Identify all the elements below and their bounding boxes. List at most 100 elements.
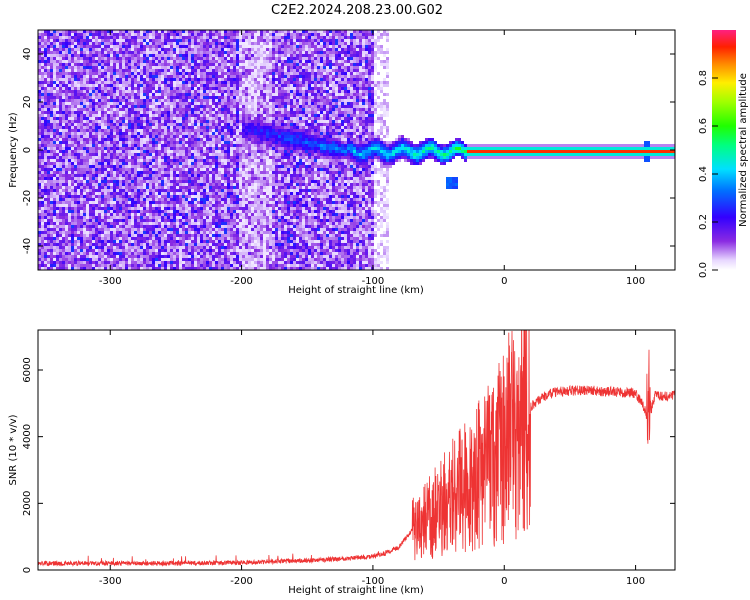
heatmap-cell [197,135,200,138]
heatmap-cell [122,96,125,99]
heatmap-cell [158,210,161,213]
heatmap-cell [194,216,197,219]
heatmap-cell [107,162,110,165]
heatmap-cell [212,75,215,78]
heatmap-cell [119,93,122,96]
heatmap-cell [44,39,47,42]
heatmap-cell [170,126,173,129]
heatmap-cell [119,162,122,165]
heatmap-cell [65,147,68,150]
heatmap-cell [215,126,218,129]
heatmap-cell [170,153,173,156]
heatmap-cell [77,42,80,45]
heatmap-cell [47,51,50,54]
heatmap-cell [128,267,131,270]
heatmap-cell [41,186,44,189]
heatmap-cell [200,54,203,57]
heatmap-cell [185,78,188,81]
heatmap-cell [212,171,215,174]
heatmap-cell [215,258,218,261]
heatmap-cell [68,126,71,129]
heatmap-cell [38,84,41,87]
heatmap-cell [182,156,185,159]
heatmap-cell [125,171,128,174]
heatmap-cell [215,180,218,183]
heatmap-cell [200,111,203,114]
heatmap-cell [161,234,164,237]
heatmap-cell [206,45,209,48]
heatmap-cell [218,120,221,123]
heatmap-cell [89,231,92,234]
heatmap-cell [128,99,131,102]
heatmap-cell [38,201,41,204]
heatmap-cell [95,30,98,33]
heatmap-cell [197,186,200,189]
heatmap-cell [173,165,176,168]
heatmap-cell [218,189,221,192]
heatmap-cell [209,93,212,96]
heatmap-cell [50,168,53,171]
heatmap-cell [161,243,164,246]
heatmap-cell [116,60,119,63]
heatmap-cell [83,201,86,204]
heatmap-cell [191,228,194,231]
heatmap-cell [47,240,50,243]
heatmap-cell [197,237,200,240]
heatmap-cell [209,219,212,222]
heatmap-cell [116,174,119,177]
heatmap-cell [179,225,182,228]
heatmap-cell [122,258,125,261]
heatmap-cell [161,150,164,153]
heatmap-cell [134,123,137,126]
heatmap-cell [44,48,47,51]
heatmap-cell [161,135,164,138]
heatmap-cell [149,180,152,183]
heatmap-cell [218,246,221,249]
heatmap-cell [143,123,146,126]
heatmap-cell [218,162,221,165]
heatmap-cell [173,252,176,255]
heatmap-cell [203,183,206,186]
heatmap-cell [95,201,98,204]
heatmap-cell [125,66,128,69]
heatmap-cell [41,201,44,204]
heatmap-cell [176,261,179,264]
heatmap-cell [122,243,125,246]
heatmap-cell [143,144,146,147]
heatmap-cell [137,57,140,60]
heatmap-cell [185,57,188,60]
heatmap-cell [209,258,212,261]
heatmap-cell [125,111,128,114]
heatmap-cell [110,207,113,210]
heatmap-cell [53,156,56,159]
heatmap-cell [113,192,116,195]
heatmap-cell [149,75,152,78]
heatmap-cell [206,144,209,147]
heatmap-cell [83,147,86,150]
heatmap-cell [197,177,200,180]
heatmap-cell [212,54,215,57]
heatmap-cell [41,132,44,135]
heatmap-cell [221,87,224,90]
heatmap-cell [215,159,218,162]
heatmap-cell [218,249,221,252]
heatmap-cell [170,87,173,90]
heatmap-cell [128,96,131,99]
heatmap-cell [158,162,161,165]
heatmap-cell [116,36,119,39]
heatmap-cell [38,174,41,177]
heatmap-cell [80,189,83,192]
heatmap-cell [149,141,152,144]
heatmap-cell [164,126,167,129]
heatmap-cell [50,264,53,267]
heatmap-cell [125,267,128,270]
heatmap-cell [194,225,197,228]
heatmap-cell [38,150,41,153]
heatmap-cell [98,231,101,234]
heatmap-cell [206,30,209,33]
heatmap-cell [179,252,182,255]
heatmap-cell [179,237,182,240]
heatmap-cell [143,252,146,255]
heatmap-cell [50,93,53,96]
heatmap-cell [215,36,218,39]
